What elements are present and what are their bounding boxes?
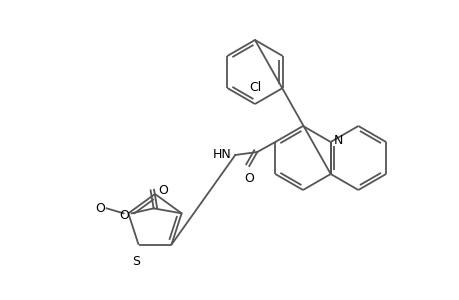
Text: O: O [244, 172, 254, 185]
Text: Cl: Cl [248, 81, 261, 94]
Text: O: O [95, 202, 104, 215]
Text: N: N [333, 134, 342, 146]
Text: S: S [132, 255, 140, 268]
Text: O: O [158, 184, 168, 197]
Text: HN: HN [212, 148, 231, 161]
Text: O: O [118, 209, 129, 222]
